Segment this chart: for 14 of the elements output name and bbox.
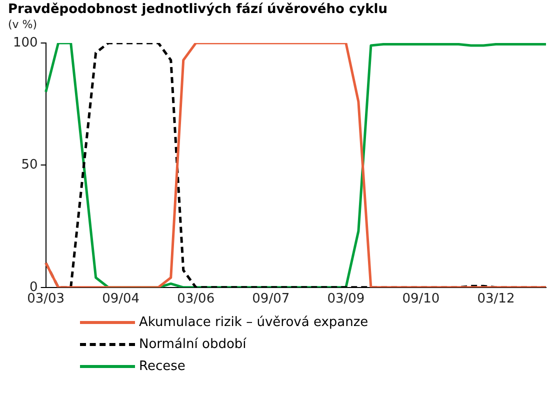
y-tick-label: 50 — [21, 158, 38, 173]
chart-subtitle: (v %) — [8, 18, 38, 31]
y-tick-label: 100 — [12, 35, 38, 50]
x-tick-label: 03/06 — [177, 292, 215, 307]
x-tick-label: 09/07 — [252, 292, 290, 307]
x-tick-label: 09/04 — [102, 292, 140, 307]
x-tick-label: 03/12 — [477, 292, 515, 307]
x-tick-label: 03/09 — [327, 292, 365, 307]
legend-label: Recese — [139, 358, 186, 374]
x-tick-label: 09/10 — [402, 292, 440, 307]
legend-label: Akumulace rizik – úvěrová expanze — [139, 314, 368, 330]
legend-label: Normální období — [139, 336, 246, 352]
chart-title: Pravděpodobnost jednotlivých fází úvěrového cyklu — [8, 2, 388, 17]
x-tick-label: 03/03 — [27, 292, 65, 307]
